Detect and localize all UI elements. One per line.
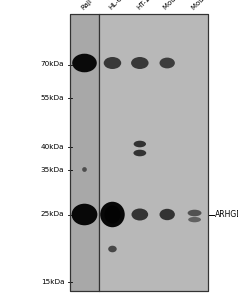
Text: ARHGDIB: ARHGDIB: [215, 210, 238, 219]
Text: 25kDa: 25kDa: [41, 212, 64, 218]
Bar: [99, 14, 208, 291]
Ellipse shape: [104, 206, 120, 224]
Ellipse shape: [188, 217, 201, 222]
Ellipse shape: [134, 150, 146, 156]
Text: Raji: Raji: [80, 0, 94, 11]
Text: HL-60: HL-60: [108, 0, 127, 11]
Ellipse shape: [132, 208, 148, 220]
Ellipse shape: [72, 204, 97, 225]
Ellipse shape: [104, 57, 121, 69]
Text: 35kDa: 35kDa: [41, 167, 64, 172]
Ellipse shape: [72, 54, 97, 72]
Ellipse shape: [100, 202, 125, 227]
Text: 15kDa: 15kDa: [41, 279, 64, 285]
Ellipse shape: [159, 209, 175, 220]
Ellipse shape: [134, 141, 146, 147]
Text: Mouse brain: Mouse brain: [163, 0, 198, 11]
Text: Mouse lung: Mouse lung: [190, 0, 223, 11]
Ellipse shape: [82, 167, 87, 172]
Text: 40kDa: 40kDa: [41, 144, 64, 150]
Ellipse shape: [131, 57, 149, 69]
Ellipse shape: [108, 246, 117, 252]
Text: HT-1080: HT-1080: [136, 0, 161, 11]
Ellipse shape: [188, 210, 202, 216]
Text: 55kDa: 55kDa: [41, 95, 64, 101]
Ellipse shape: [159, 58, 175, 68]
Text: 70kDa: 70kDa: [41, 61, 64, 68]
Bar: [70, 14, 208, 291]
Bar: [70, 14, 99, 291]
